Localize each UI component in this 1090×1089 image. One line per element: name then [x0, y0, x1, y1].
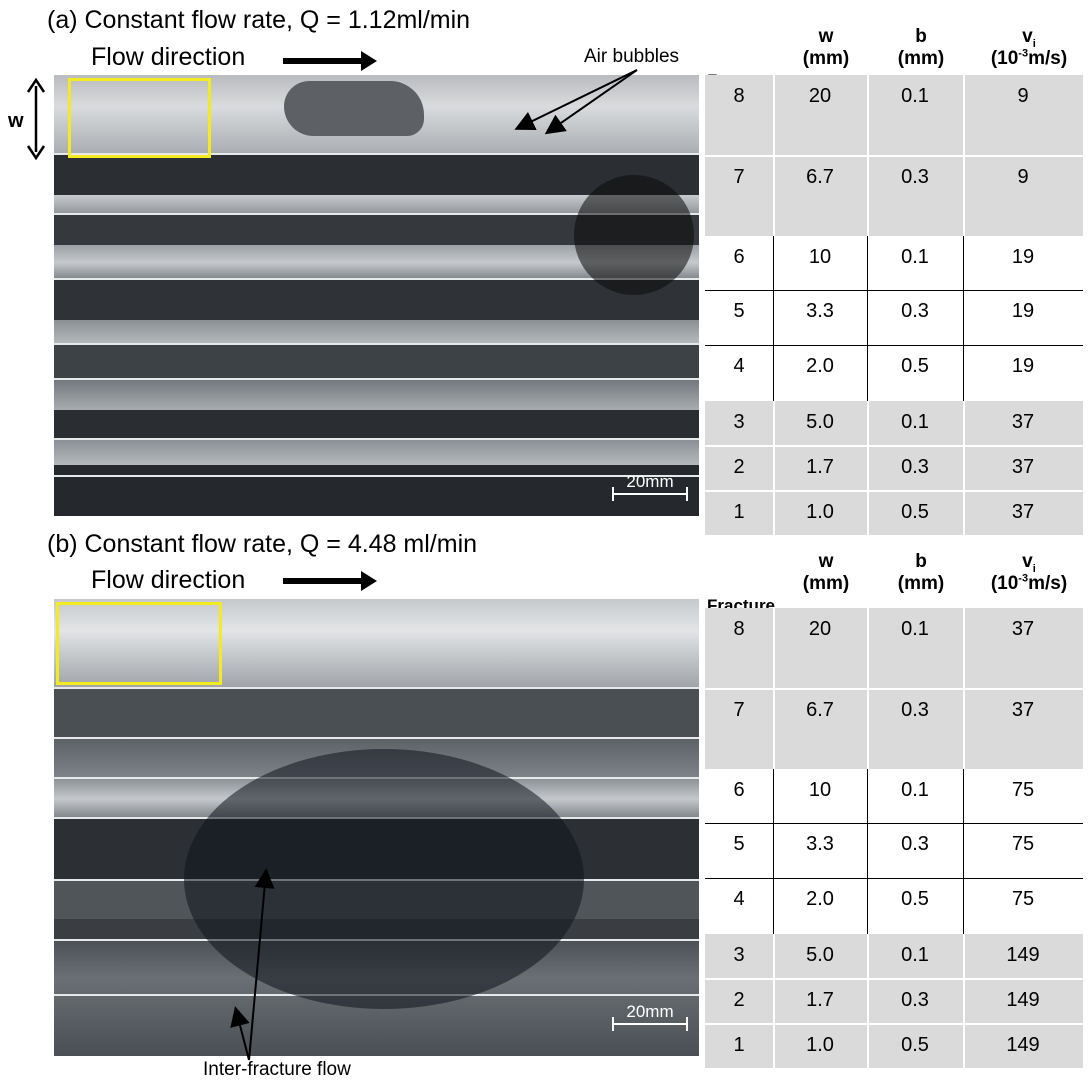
- table-b-header-b: b (mm): [897, 551, 945, 594]
- table-a-header-w: w (mm): [802, 26, 850, 69]
- table-row: 6 10 0.1 75: [733, 779, 1035, 801]
- table-b-header-w: w (mm): [802, 551, 850, 594]
- panel-b-photo: 20mm: [54, 599, 699, 1056]
- table-row: 1 1.0 0.5 149: [705, 1024, 1083, 1068]
- table-row: 2 1.7 0.3 37: [705, 446, 1083, 491]
- panel-a-title: (a) Constant flow rate, Q = 1.12ml/min: [47, 6, 471, 34]
- table-row: 4 2.0 0.5 19: [733, 355, 1035, 377]
- panel-a-highlight-box: [68, 78, 211, 158]
- w-double-arrow-icon: [26, 77, 46, 161]
- table-row: 8 20 0.1 37: [705, 608, 1083, 689]
- air-bubbles-label: Air bubbles: [584, 46, 680, 67]
- table-a-header-b: b (mm): [897, 26, 945, 69]
- panel-a-flow-arrow-icon: [283, 51, 377, 71]
- table-row: 2 1.7 0.3 149: [705, 979, 1083, 1024]
- panel-a-flow-label: Flow direction: [91, 43, 246, 71]
- panel-b-flow-label: Flow direction: [91, 566, 246, 594]
- table-row: 8 20 0.1 9: [705, 75, 1083, 156]
- panel-b-flow-arrow-icon: [283, 571, 377, 591]
- table-a-header-v: vi (10-3m/s): [990, 26, 1068, 69]
- w-dimension-label: w: [8, 110, 24, 132]
- table-row: 3 5.0 0.1 37: [705, 401, 1083, 446]
- table-b-header-v: vi (10-3m/s): [990, 551, 1068, 594]
- table-row: 3 5.0 0.1 149: [705, 934, 1083, 979]
- table-row: 7 6.7 0.3 9: [705, 156, 1083, 236]
- table-row: 1 1.0 0.5 37: [705, 491, 1083, 535]
- panel-b-highlight-box: [56, 602, 222, 685]
- panel-a-scale-bar: 20mm: [612, 472, 688, 501]
- table-row: 4 2.0 0.5 75: [733, 888, 1035, 910]
- table-row: 5 3.3 0.3 19: [733, 300, 1035, 322]
- table-row: 5 3.3 0.3 75: [733, 833, 1035, 855]
- panel-b-scale-bar: 20mm: [612, 1002, 688, 1031]
- panel-b-title: (b) Constant flow rate, Q = 4.48 ml/min: [47, 530, 478, 558]
- table-row: 6 10 0.1 19: [733, 246, 1035, 268]
- table-row: 7 6.7 0.3 37: [705, 689, 1083, 769]
- panel-a-photo: 20mm: [54, 75, 699, 516]
- table-a: 8 20 0.1 9 7 6.7 0.3 9 6 10 0.1 19 5 3.3 0.3 19 4 2.0…: [705, 75, 1083, 535]
- inter-fracture-flow-label: Inter-fracture flow: [203, 1059, 351, 1080]
